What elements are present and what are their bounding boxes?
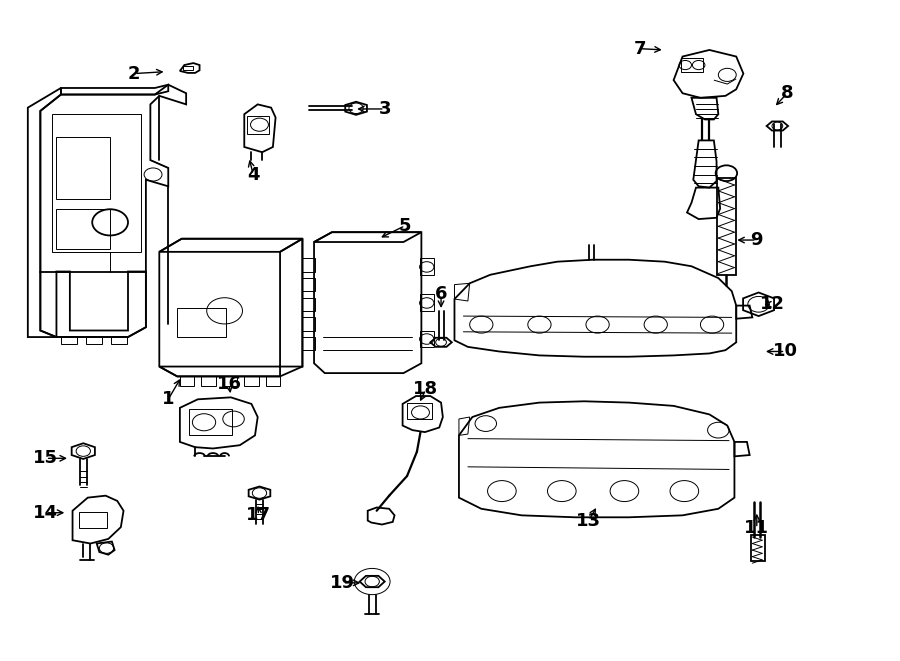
Text: 13: 13 — [576, 512, 601, 529]
Bar — [223, 375, 237, 385]
Text: 6: 6 — [435, 286, 447, 303]
Text: 9: 9 — [751, 231, 763, 249]
Bar — [86, 336, 102, 344]
Text: 12: 12 — [760, 295, 785, 313]
Bar — [751, 535, 765, 561]
Bar — [420, 258, 434, 275]
Text: 16: 16 — [217, 375, 241, 393]
Bar — [302, 337, 315, 350]
Bar — [189, 409, 232, 436]
Text: 17: 17 — [246, 506, 271, 524]
Text: 2: 2 — [128, 65, 140, 83]
Bar — [420, 294, 434, 311]
Text: 3: 3 — [379, 100, 391, 118]
Text: 5: 5 — [399, 217, 411, 235]
Text: 15: 15 — [33, 449, 58, 467]
Bar — [244, 375, 258, 385]
Bar — [183, 65, 194, 69]
Bar — [716, 178, 736, 275]
Text: 1: 1 — [162, 391, 175, 408]
Bar — [302, 317, 315, 330]
Text: 8: 8 — [781, 84, 794, 102]
Bar — [247, 116, 269, 134]
Text: 4: 4 — [247, 165, 259, 184]
Bar — [111, 336, 127, 344]
Text: 19: 19 — [330, 574, 356, 592]
Bar — [302, 278, 315, 292]
Bar — [302, 258, 315, 272]
Bar — [266, 375, 280, 385]
Bar — [302, 297, 315, 311]
Text: 11: 11 — [744, 520, 770, 537]
Bar — [61, 336, 77, 344]
Text: 18: 18 — [413, 381, 438, 399]
Bar — [680, 58, 703, 71]
Bar — [57, 137, 110, 200]
Bar — [420, 330, 434, 347]
Bar — [79, 512, 107, 528]
Bar — [177, 307, 227, 337]
Text: 7: 7 — [634, 40, 646, 58]
Text: 10: 10 — [773, 342, 798, 360]
Bar — [407, 403, 432, 419]
Bar — [57, 210, 110, 249]
Text: 14: 14 — [33, 504, 58, 522]
Bar — [180, 375, 194, 385]
Bar — [202, 375, 216, 385]
